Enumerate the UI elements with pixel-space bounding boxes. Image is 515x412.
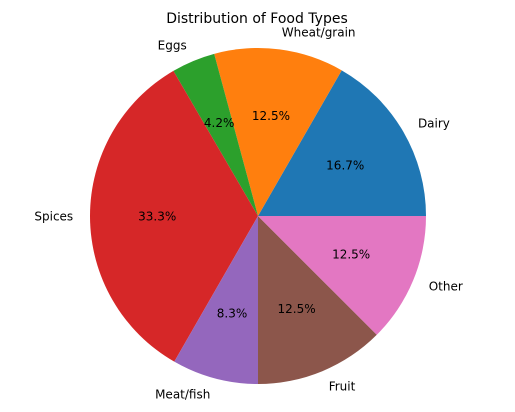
slice-fruit xyxy=(258,216,377,384)
slice-spices xyxy=(89,70,258,362)
percent-fruit: 12.5% xyxy=(278,302,316,316)
chart-title: Distribution of Food Types xyxy=(166,11,348,27)
label-meat-fish: Meat/fish xyxy=(155,388,210,402)
pie-slices xyxy=(89,47,426,384)
percent-meat-fish: 8.3% xyxy=(217,306,248,320)
percent-wheat-grain: 12.5% xyxy=(252,109,290,123)
slice-other xyxy=(258,216,426,335)
percent-eggs: 4.2% xyxy=(204,116,235,130)
label-dairy: Dairy xyxy=(418,116,450,130)
slice-meat-fish xyxy=(174,216,258,384)
percent-dairy: 16.7% xyxy=(326,159,364,173)
label-other: Other xyxy=(429,280,463,294)
slice-dairy xyxy=(258,70,426,216)
label-spices: Spices xyxy=(34,210,73,224)
label-wheat-grain: Wheat/grain xyxy=(282,26,356,40)
slice-wheat-grain xyxy=(214,47,342,216)
label-fruit: Fruit xyxy=(329,380,356,394)
slice-labels: Dairy Wheat/grain Eggs Spices Meat/fish Fruit… xyxy=(34,26,462,402)
slice-percent-labels: 16.7% 12.5% 4.2% 33.3% 8.3% 12.5% 12.5% xyxy=(138,109,370,320)
slice-eggs xyxy=(173,53,258,216)
label-eggs: Eggs xyxy=(158,38,187,52)
percent-spices: 33.3% xyxy=(138,209,176,223)
percent-other: 12.5% xyxy=(332,248,370,262)
